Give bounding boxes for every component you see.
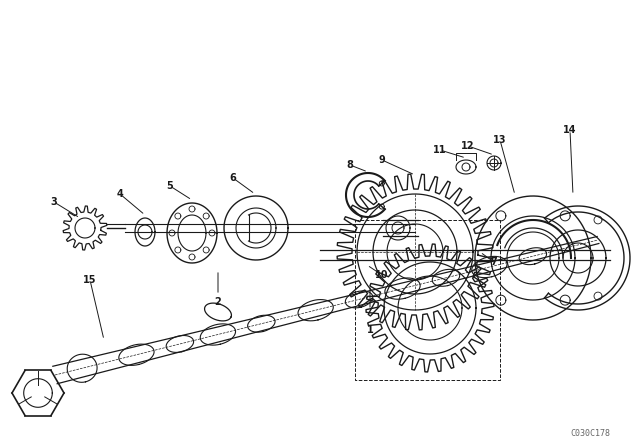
Text: 1: 1 xyxy=(367,325,373,335)
Text: 13: 13 xyxy=(493,135,507,145)
Text: C030C178: C030C178 xyxy=(570,429,610,438)
Text: 2: 2 xyxy=(214,297,221,307)
Text: 9: 9 xyxy=(379,155,385,165)
Text: 4: 4 xyxy=(116,189,124,199)
Text: 5: 5 xyxy=(166,181,173,191)
Text: 8: 8 xyxy=(347,160,353,170)
Text: 11: 11 xyxy=(433,145,447,155)
Text: 3: 3 xyxy=(51,197,58,207)
Text: 10: 10 xyxy=(375,270,388,280)
Text: 15: 15 xyxy=(83,275,97,285)
Text: 12: 12 xyxy=(461,141,475,151)
Text: 14: 14 xyxy=(563,125,577,135)
Text: 6: 6 xyxy=(230,173,236,183)
Text: 7: 7 xyxy=(491,257,497,267)
